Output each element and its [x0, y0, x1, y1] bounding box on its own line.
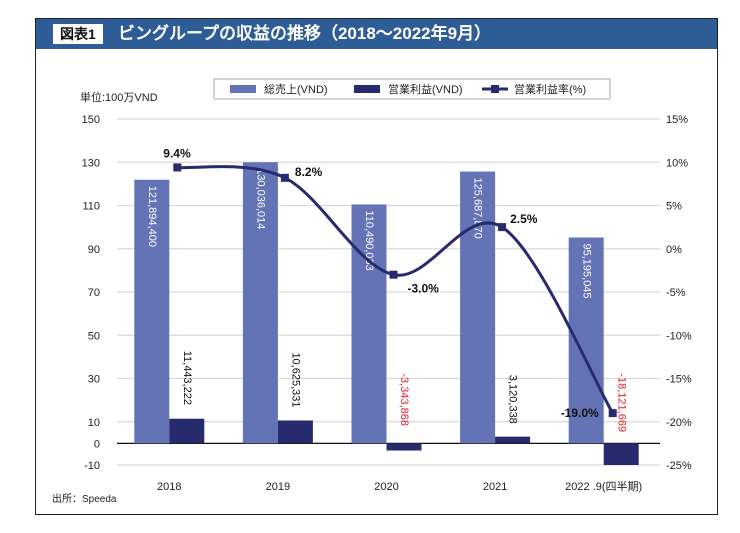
operating-profit-data-label: -18,121,669: [615, 373, 627, 432]
right-tick-label: 10%: [666, 157, 688, 169]
operating-margin-data-label: 9.4%: [163, 146, 191, 160]
revenue-bar: [351, 204, 387, 444]
operating-margin-data-label: 8.2%: [295, 165, 323, 179]
left-tick-label: 10: [88, 417, 100, 429]
revenue-bar: [460, 171, 496, 444]
operating-margin-line: [177, 165, 614, 414]
revenue-data-label: 130,036,014: [254, 168, 266, 229]
x-tick-label: 2021: [483, 481, 507, 493]
left-tick-label: 0: [94, 438, 100, 450]
right-tick-label: -10%: [666, 330, 692, 342]
legend-label-revenue: 総売上(VND): [264, 82, 328, 96]
legend-swatch-margin-marker: [491, 85, 499, 93]
operating-margin-data-label: 2.5%: [510, 212, 538, 226]
operating-profit-data-label: 3,120,338: [507, 375, 519, 424]
x-tick-label: 2019: [266, 481, 290, 493]
operating-margin-marker: [608, 409, 617, 418]
right-tick-label: 15%: [666, 114, 688, 126]
operating-profit-bar: [603, 443, 639, 465]
right-tick-label: -5%: [666, 287, 686, 299]
left-tick-label: 70: [88, 287, 100, 299]
revenue-bar: [134, 179, 170, 444]
operating-margin-marker: [389, 270, 398, 279]
operating-profit-data-label: -3,343,868: [398, 373, 410, 426]
x-tick-label: 2020: [374, 481, 398, 493]
left-tick-label: 90: [88, 244, 100, 256]
left-tick-label: 50: [88, 330, 100, 342]
operating-profit-bar: [495, 436, 531, 444]
operating-margin-data-label: -3.0%: [408, 282, 440, 296]
left-tick-label: 110: [82, 201, 100, 213]
header-band: 図表1 ビングループの収益の推移（2018〜2022年9月）: [36, 19, 717, 49]
legend-swatch-revenue: [230, 85, 256, 93]
left-tick-label: 130: [82, 157, 100, 169]
x-tick-label: 2018: [157, 481, 181, 493]
chart-title: ビングループの収益の推移（2018〜2022年9月）: [118, 24, 492, 43]
operating-margin-marker: [280, 173, 289, 182]
operating-margin-marker: [498, 223, 507, 232]
revenue-data-label: 110,490,033: [363, 210, 375, 270]
right-tick-label: -15%: [666, 374, 692, 386]
unit-label: 単位:100万VND: [80, 90, 158, 104]
legend-swatch-operating-profit: [354, 85, 380, 93]
right-tick-label: 5%: [666, 201, 682, 213]
operating-margin-marker: [173, 163, 182, 172]
left-tick-label: 30: [88, 374, 100, 386]
legend-label-margin: 営業利益率(%): [514, 82, 586, 96]
operating-profit-data-label: 10,625,331: [289, 352, 301, 407]
right-tick-label: 0%: [666, 244, 682, 256]
right-tick-label: -25%: [666, 460, 692, 472]
operating-profit-bar: [277, 420, 313, 444]
x-tick-label: 2022 .9(四半期): [565, 479, 642, 493]
revenue-data-label: 125,687,870: [472, 178, 484, 239]
source-note: 出所：Speeda: [52, 492, 117, 505]
revenue-data-label: 121,894,400: [146, 186, 158, 247]
operating-profit-data-label: 11,443,222: [181, 351, 193, 405]
revenue-data-label: 95,195,045: [580, 244, 592, 299]
revenue-bar: [242, 162, 278, 444]
figure-label: 図表1: [53, 24, 103, 44]
operating-margin-data-label: -19.0%: [561, 406, 599, 420]
operating-profit-bar: [386, 443, 422, 451]
left-tick-label: 150: [82, 114, 100, 126]
left-tick-label: -10: [84, 460, 100, 472]
legend-box: [213, 78, 611, 100]
legend-label-operating-profit: 営業利益(VND): [388, 82, 463, 96]
operating-profit-bar: [169, 418, 205, 444]
right-tick-label: -20%: [666, 417, 692, 429]
